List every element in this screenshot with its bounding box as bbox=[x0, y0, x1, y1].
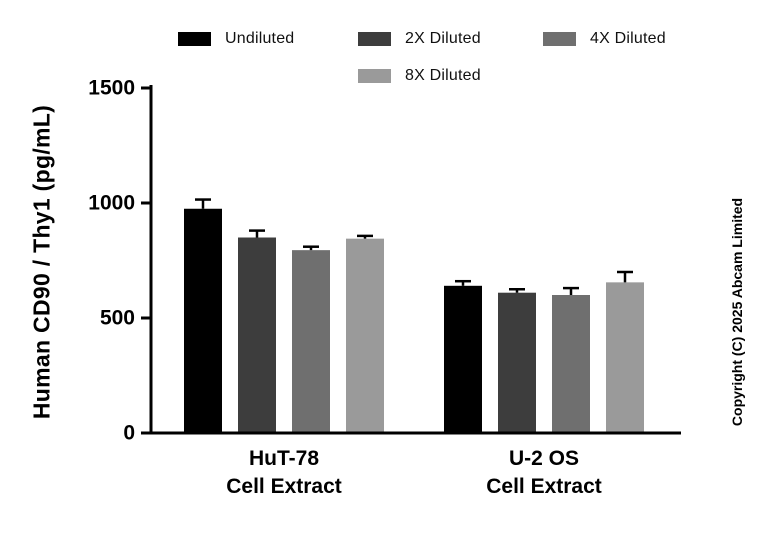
legend-label-undiluted: Undiluted bbox=[225, 30, 295, 47]
x-category-label: Cell Extract bbox=[486, 475, 602, 498]
copyright-watermark: Copyright (C) 2025 Abcam Limited bbox=[729, 197, 745, 427]
legend-swatch-8x-diluted bbox=[358, 69, 391, 83]
legend-item-2x-diluted: 2X Diluted bbox=[358, 30, 481, 48]
legend-item-8x-diluted: 8X Diluted bbox=[358, 67, 481, 85]
y-tick-label: 1000 bbox=[88, 192, 135, 215]
legend-swatch-undiluted bbox=[178, 32, 211, 46]
bar-undiluted-group1 bbox=[184, 208, 222, 433]
bar-undiluted-group2 bbox=[444, 285, 482, 433]
bar-8x-diluted-group1 bbox=[346, 238, 384, 433]
y-tick-label: 500 bbox=[100, 307, 135, 330]
x-category-label: HuT-78 bbox=[249, 447, 319, 470]
bar-8x-diluted-group2 bbox=[606, 282, 644, 433]
axes bbox=[149, 85, 681, 435]
legend-swatch-2x-diluted bbox=[358, 32, 391, 46]
y-tick-label: 1500 bbox=[88, 77, 135, 100]
x-category-label: Cell Extract bbox=[226, 475, 342, 498]
y-tick-label: 0 bbox=[123, 422, 135, 445]
legend-label-2x-diluted: 2X Diluted bbox=[405, 30, 481, 47]
x-category-label: U-2 OS bbox=[509, 447, 579, 470]
legend-label-8x-diluted: 8X Diluted bbox=[405, 67, 481, 84]
bar-2x-diluted-group1 bbox=[238, 237, 276, 433]
bar-4x-diluted-group1 bbox=[292, 250, 330, 433]
bar-2x-diluted-group2 bbox=[498, 292, 536, 433]
legend-label-4x-diluted: 4X Diluted bbox=[590, 30, 666, 47]
legend-item-4x-diluted: 4X Diluted bbox=[543, 30, 666, 48]
legend-item-undiluted: Undiluted bbox=[178, 30, 294, 48]
legend-swatch-4x-diluted bbox=[543, 32, 576, 46]
bar-4x-diluted-group2 bbox=[552, 295, 590, 433]
